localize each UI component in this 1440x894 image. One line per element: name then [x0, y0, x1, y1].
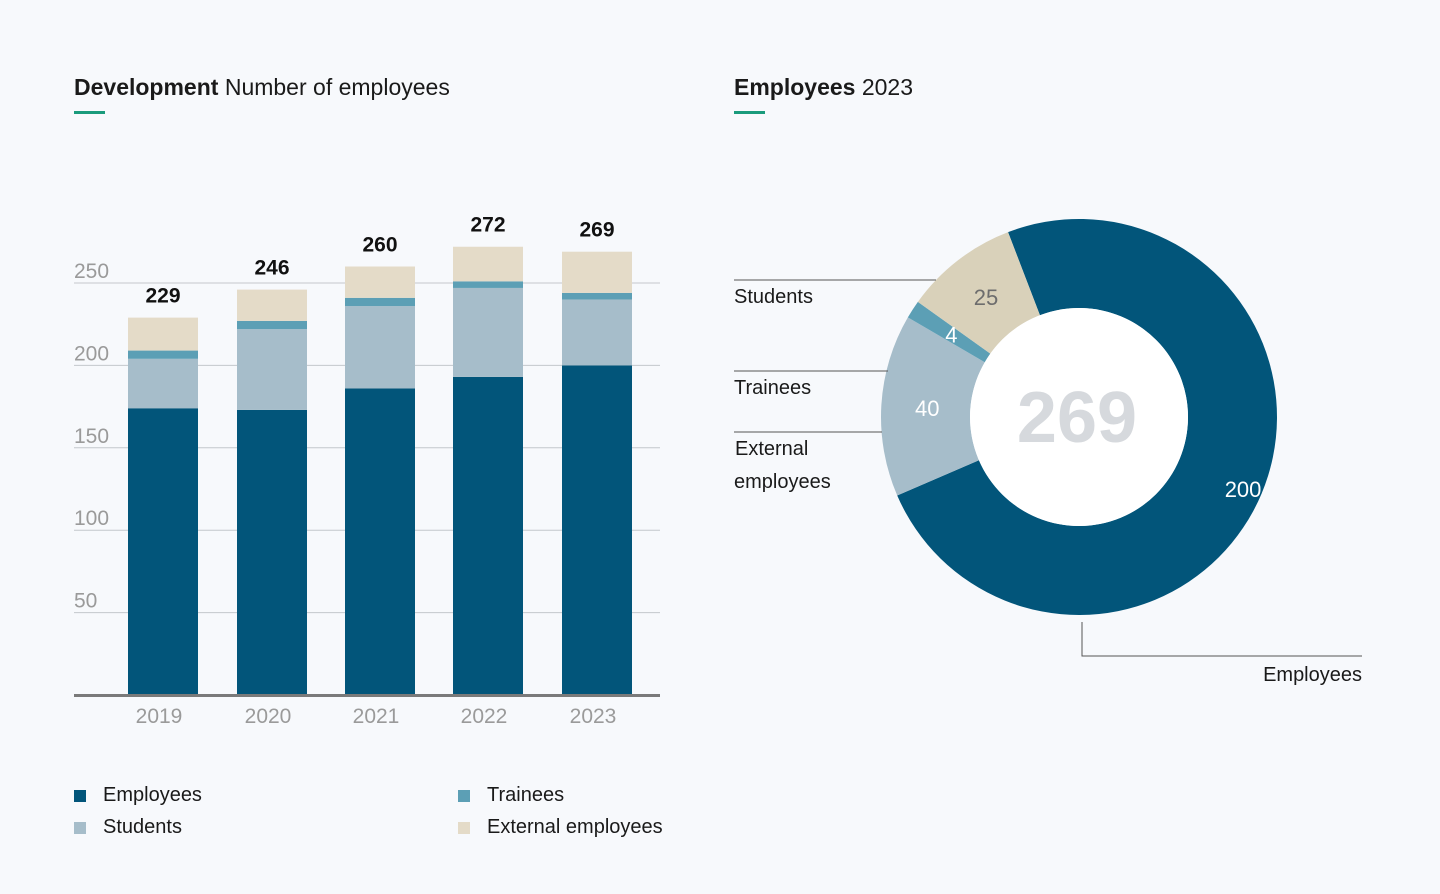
- donut-label-external-line1: External: [735, 438, 808, 460]
- y-tick-label-150: 150: [74, 425, 109, 448]
- bar-external-2022: [453, 246, 523, 282]
- bar-external-2021: [345, 266, 415, 298]
- legend-item-employees: Employees: [74, 784, 202, 807]
- y-tick-label-250: 250: [74, 260, 109, 283]
- x-tick-label-2022: 2022: [461, 705, 508, 728]
- y-tick-label-100: 100: [74, 507, 109, 530]
- donut-value-label-employees: 200: [1225, 477, 1262, 502]
- donut-value-label-students: 40: [915, 396, 939, 421]
- legend-swatch-students: [74, 821, 86, 834]
- donut-label-trainees: Trainees: [734, 377, 811, 399]
- legend-label-external: External employees: [487, 816, 663, 838]
- x-tick-label-2020: 2020: [245, 705, 292, 728]
- bar-employees-2020: [237, 409, 307, 695]
- bar-chart-title-bold: Development: [74, 74, 219, 100]
- donut-center-total: 269: [1017, 378, 1137, 458]
- donut-slice-employees: [897, 219, 1277, 615]
- donut-center: [970, 308, 1188, 526]
- bar-employees-2022: [453, 376, 523, 695]
- bar-trainees-2019: [128, 350, 198, 359]
- bar-trainees-2022: [453, 281, 523, 288]
- x-tick-label-2023: 2023: [570, 705, 617, 728]
- donut-slice-trainees: [907, 301, 991, 363]
- donut-label-employees: Employees: [1263, 664, 1362, 686]
- bar-total-label-2021: 260: [362, 234, 397, 257]
- legend-item-trainees: Trainees: [458, 784, 564, 807]
- bar-students-2022: [453, 287, 523, 377]
- legend-swatch-employees: [74, 789, 86, 802]
- bar-students-2021: [345, 306, 415, 389]
- donut-chart-title-accent: [734, 111, 765, 114]
- legend-swatch-trainees: [458, 789, 470, 802]
- bar-external-2020: [237, 289, 307, 321]
- legend-item-students: Students: [74, 816, 182, 839]
- donut-label-students: Students: [734, 286, 813, 308]
- y-tick-label-50: 50: [74, 590, 97, 613]
- donut-value-label-trainees: 4: [945, 323, 957, 348]
- x-tick-label-2021: 2021: [353, 705, 400, 728]
- donut-label-external-line2: employees: [734, 471, 831, 493]
- legend-label-students: Students: [103, 816, 182, 838]
- bar-chart-title-rest: Number of employees: [224, 74, 450, 100]
- donut-value-label-donut_external: 25: [974, 285, 998, 310]
- bar-total-label-2020: 246: [254, 257, 289, 280]
- legend-swatch-external: [458, 821, 470, 834]
- bar-chart-title: Development Number of employees: [74, 74, 450, 101]
- bar-students-2020: [237, 329, 307, 410]
- leader-line-employees: [1081, 622, 1362, 657]
- bar-employees-2019: [128, 408, 198, 695]
- bar-students-2023: [562, 299, 632, 366]
- donut-slice-students: [880, 317, 985, 496]
- bar-total-label-2023: 269: [579, 219, 614, 242]
- bar-total-label-2019: 229: [145, 285, 180, 308]
- donut-slice-donut_external: [917, 232, 1040, 354]
- bar-trainees-2023: [562, 292, 632, 300]
- bar-trainees-2020: [237, 320, 307, 330]
- donut-chart-title-bold: Employees: [734, 74, 856, 100]
- donut-chart: 269 200 40 4 25 Students Trainees External emplo…: [734, 219, 1362, 686]
- bar-chart-title-accent: [74, 111, 105, 114]
- bar-employees-2021: [345, 388, 415, 695]
- bar-external-2023: [562, 251, 632, 293]
- bar-trainees-2021: [345, 297, 415, 307]
- legend-label-trainees: Trainees: [487, 784, 565, 806]
- legend-item-external: External employees: [458, 816, 663, 839]
- bar-external-2019: [128, 317, 198, 351]
- bar-employees-2023: [562, 365, 632, 695]
- y-tick-label-200: 200: [74, 342, 109, 365]
- stacked-bar-chart: 50 100 150 200 250 229 2019 246 2020 260 2021 272 20…: [74, 214, 660, 728]
- donut-chart-title: Employees 2023: [734, 74, 913, 101]
- legend-label-employees: Employees: [103, 784, 202, 806]
- x-tick-label-2019: 2019: [136, 705, 183, 728]
- bar-students-2019: [128, 358, 198, 409]
- bar-total-label-2022: 272: [470, 214, 505, 237]
- donut-chart-title-rest: 2023: [861, 74, 914, 100]
